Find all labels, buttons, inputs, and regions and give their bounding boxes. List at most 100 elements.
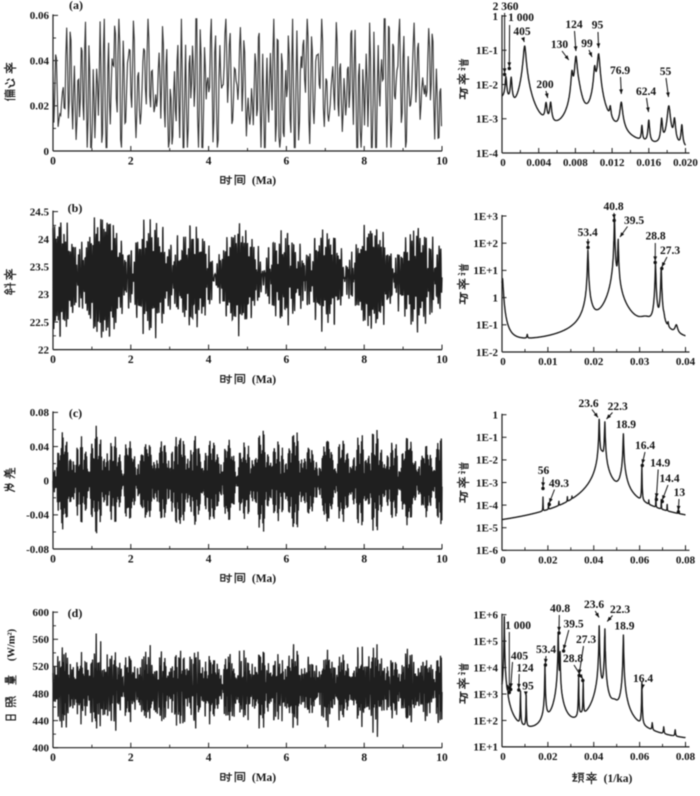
- svg-text:0: 0: [500, 751, 506, 763]
- svg-text:0.01: 0.01: [538, 356, 557, 368]
- svg-text:480: 480: [33, 688, 50, 700]
- svg-text:0.02: 0.02: [584, 356, 604, 368]
- svg-text:95: 95: [522, 681, 534, 693]
- svg-text:1E-3: 1E-3: [476, 477, 499, 489]
- svg-text:55: 55: [660, 66, 672, 78]
- svg-text:0.02: 0.02: [538, 554, 558, 566]
- svg-text:4: 4: [206, 554, 212, 566]
- svg-text:1E-5: 1E-5: [476, 523, 499, 535]
- svg-text:16.4: 16.4: [635, 440, 655, 452]
- svg-text:0: 0: [50, 554, 56, 566]
- svg-text:0: 0: [44, 476, 50, 488]
- svg-text:600: 600: [33, 607, 50, 619]
- svg-text:28.8: 28.8: [645, 231, 665, 243]
- svg-text:124: 124: [516, 663, 534, 675]
- svg-text:0.004: 0.004: [526, 157, 551, 169]
- svg-text:(b): (b): [68, 201, 83, 215]
- svg-text:(a): (a): [69, 0, 83, 12]
- svg-text:124: 124: [565, 19, 583, 31]
- svg-text:10: 10: [436, 554, 448, 566]
- svg-text:1: 1: [493, 11, 499, 23]
- svg-text:22: 22: [38, 344, 50, 356]
- svg-text:1E-4: 1E-4: [476, 148, 499, 160]
- svg-text:23.6: 23.6: [579, 398, 599, 410]
- svg-text:2: 2: [128, 554, 134, 566]
- svg-text:62.4: 62.4: [636, 86, 656, 98]
- svg-text:1E+6: 1E+6: [473, 610, 498, 622]
- svg-text:0: 0: [500, 554, 506, 566]
- svg-text:1E+5: 1E+5: [473, 636, 498, 648]
- svg-text:99: 99: [581, 38, 593, 50]
- svg-text:4: 4: [206, 752, 212, 764]
- svg-text:6: 6: [284, 354, 290, 366]
- svg-text:10: 10: [436, 156, 448, 168]
- svg-text:22.3: 22.3: [610, 604, 630, 616]
- svg-text:1E-6: 1E-6: [476, 545, 499, 557]
- svg-text:405: 405: [513, 26, 531, 38]
- svg-text:0.012: 0.012: [600, 157, 625, 169]
- svg-text:53.4: 53.4: [536, 644, 556, 656]
- svg-text:23.5: 23.5: [30, 262, 50, 274]
- svg-text:0.008: 0.008: [563, 157, 588, 169]
- svg-text:1E+1: 1E+1: [473, 742, 498, 754]
- svg-text:13: 13: [674, 487, 686, 499]
- svg-text:0: 0: [44, 146, 50, 158]
- svg-text:2: 2: [128, 156, 134, 168]
- svg-text:-0.04: -0.04: [26, 510, 49, 522]
- svg-text:-0.08: -0.08: [26, 544, 49, 556]
- svg-text:14.9: 14.9: [650, 458, 670, 470]
- svg-text:27.3: 27.3: [660, 245, 680, 257]
- svg-text:200: 200: [536, 79, 554, 91]
- svg-text:18.9: 18.9: [614, 621, 634, 633]
- svg-text:1: 1: [493, 410, 499, 422]
- svg-text:1 000: 1 000: [505, 620, 531, 632]
- svg-text:0.04: 0.04: [30, 55, 50, 67]
- svg-text:0.08: 0.08: [676, 751, 696, 763]
- svg-text:40.8: 40.8: [550, 603, 570, 615]
- svg-text:0.04: 0.04: [584, 554, 604, 566]
- svg-text:1E+3: 1E+3: [473, 211, 498, 223]
- svg-text:8: 8: [361, 752, 367, 764]
- svg-text:0.06: 0.06: [630, 554, 650, 566]
- svg-text:16.4: 16.4: [633, 673, 653, 685]
- svg-text:2: 2: [128, 752, 134, 764]
- svg-text:0.016: 0.016: [636, 157, 661, 169]
- svg-text:0.02: 0.02: [30, 101, 50, 113]
- svg-text:39.5: 39.5: [563, 619, 583, 631]
- svg-text:24: 24: [38, 234, 50, 246]
- svg-text:24.5: 24.5: [30, 206, 50, 218]
- svg-text:(W/m²): (W/m²): [7, 628, 18, 661]
- svg-text:22.3: 22.3: [608, 401, 628, 413]
- svg-text:1E+4: 1E+4: [473, 662, 498, 674]
- svg-text:23.6: 23.6: [584, 599, 604, 611]
- svg-text:39.5: 39.5: [624, 215, 644, 227]
- svg-text:56: 56: [538, 465, 550, 477]
- svg-text:14.4: 14.4: [660, 473, 680, 485]
- svg-text:0.020: 0.020: [673, 157, 698, 169]
- svg-text:8: 8: [361, 354, 367, 366]
- svg-text:49.3: 49.3: [549, 478, 569, 490]
- svg-text:0.06: 0.06: [630, 751, 650, 763]
- svg-text:1E+1: 1E+1: [473, 265, 498, 277]
- svg-text:1E-2: 1E-2: [476, 79, 499, 91]
- svg-text:27.3: 27.3: [576, 634, 596, 646]
- svg-text:18.9: 18.9: [616, 419, 636, 431]
- svg-text:(Ma): (Ma): [252, 175, 276, 187]
- svg-text:1 000: 1 000: [508, 12, 534, 24]
- svg-text:28.8: 28.8: [563, 653, 583, 665]
- svg-text:2 360: 2 360: [493, 1, 519, 13]
- svg-text:1E-3: 1E-3: [476, 114, 499, 126]
- svg-text:1E-1: 1E-1: [476, 320, 498, 332]
- svg-text:22.5: 22.5: [30, 317, 50, 329]
- svg-text:440: 440: [33, 715, 50, 727]
- svg-text:130: 130: [551, 39, 569, 51]
- svg-text:0.06: 0.06: [30, 10, 50, 22]
- svg-text:53.4: 53.4: [578, 227, 598, 239]
- svg-text:10: 10: [436, 354, 448, 366]
- svg-text:(c): (c): [69, 406, 82, 420]
- svg-text:0: 0: [500, 157, 506, 169]
- svg-text:(d): (d): [68, 606, 83, 620]
- svg-text:0.08: 0.08: [30, 407, 50, 419]
- svg-text:6: 6: [284, 554, 290, 566]
- svg-text:8: 8: [361, 156, 367, 168]
